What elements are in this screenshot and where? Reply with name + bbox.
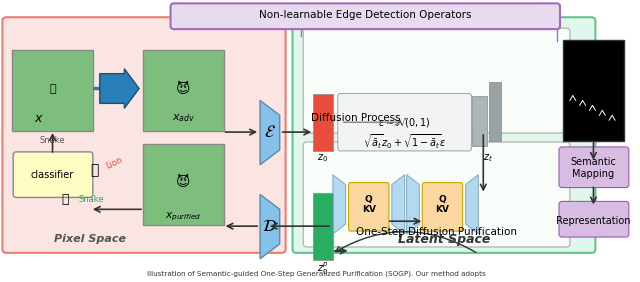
Text: Pixel Space: Pixel Space	[54, 234, 126, 244]
Text: Q
KV: Q KV	[362, 195, 376, 214]
Text: $x_{purified}$: $x_{purified}$	[165, 211, 202, 223]
Text: classifier: classifier	[31, 170, 74, 180]
Text: One-Step Diffusion Purification: One-Step Diffusion Purification	[356, 227, 516, 237]
FancyBboxPatch shape	[559, 147, 629, 188]
Text: Non-learnable Edge Detection Operators: Non-learnable Edge Detection Operators	[259, 10, 472, 20]
Text: Representation: Representation	[556, 216, 630, 226]
Polygon shape	[260, 100, 280, 165]
Text: 😈: 😈	[176, 175, 191, 189]
Text: Snake: Snake	[40, 136, 65, 144]
Text: Illustration of Semantic-guided One-Step Generalized Purification (SOGP). Our me: Illustration of Semantic-guided One-Step…	[147, 270, 486, 277]
FancyBboxPatch shape	[143, 50, 223, 131]
FancyBboxPatch shape	[303, 28, 570, 133]
Text: 😈: 😈	[176, 81, 191, 96]
FancyBboxPatch shape	[338, 93, 472, 151]
FancyBboxPatch shape	[563, 40, 624, 141]
FancyBboxPatch shape	[13, 152, 93, 197]
FancyBboxPatch shape	[303, 142, 570, 247]
Text: $\mathcal{E}$: $\mathcal{E}$	[264, 123, 276, 141]
Text: Snake: Snake	[78, 195, 104, 204]
Text: Latent Space: Latent Space	[398, 233, 490, 246]
FancyBboxPatch shape	[12, 50, 93, 131]
Text: $x_{adv}$: $x_{adv}$	[172, 112, 195, 124]
FancyBboxPatch shape	[3, 17, 285, 253]
FancyBboxPatch shape	[292, 17, 595, 253]
Polygon shape	[260, 195, 280, 259]
Text: $\epsilon\sim\mathcal{N}(0,1)$: $\epsilon\sim\mathcal{N}(0,1)$	[378, 116, 431, 129]
Text: ❌: ❌	[91, 163, 99, 177]
FancyBboxPatch shape	[313, 193, 333, 260]
Text: ✅: ✅	[61, 193, 69, 206]
Text: $z_t$: $z_t$	[483, 152, 493, 164]
FancyBboxPatch shape	[349, 182, 389, 231]
FancyBboxPatch shape	[422, 182, 463, 231]
Text: $\sqrt{\bar{a}_t}z_0 + \sqrt{1-\bar{a}_t}\epsilon$: $\sqrt{\bar{a}_t}z_0 + \sqrt{1-\bar{a}_t…	[363, 133, 447, 151]
Text: $\mathcal{D}$: $\mathcal{D}$	[262, 217, 277, 235]
Polygon shape	[333, 175, 346, 234]
Polygon shape	[406, 175, 419, 234]
FancyBboxPatch shape	[170, 3, 560, 29]
Text: 🐍: 🐍	[49, 83, 56, 94]
FancyBboxPatch shape	[559, 201, 629, 237]
Text: $x$: $x$	[34, 112, 44, 125]
Text: Q
KV: Q KV	[435, 195, 449, 214]
Text: Diffusion Process: Diffusion Process	[310, 113, 400, 123]
Polygon shape	[392, 175, 404, 234]
Text: $z_0^p$: $z_0^p$	[317, 261, 329, 277]
Text: Lion: Lion	[105, 155, 124, 171]
Polygon shape	[465, 175, 478, 234]
Text: $z_0$: $z_0$	[317, 152, 328, 164]
FancyArrow shape	[100, 69, 139, 108]
FancyBboxPatch shape	[313, 94, 333, 151]
FancyBboxPatch shape	[489, 81, 501, 141]
FancyBboxPatch shape	[143, 144, 223, 225]
Text: Semantic
Mapping: Semantic Mapping	[570, 157, 616, 179]
FancyBboxPatch shape	[472, 96, 487, 146]
